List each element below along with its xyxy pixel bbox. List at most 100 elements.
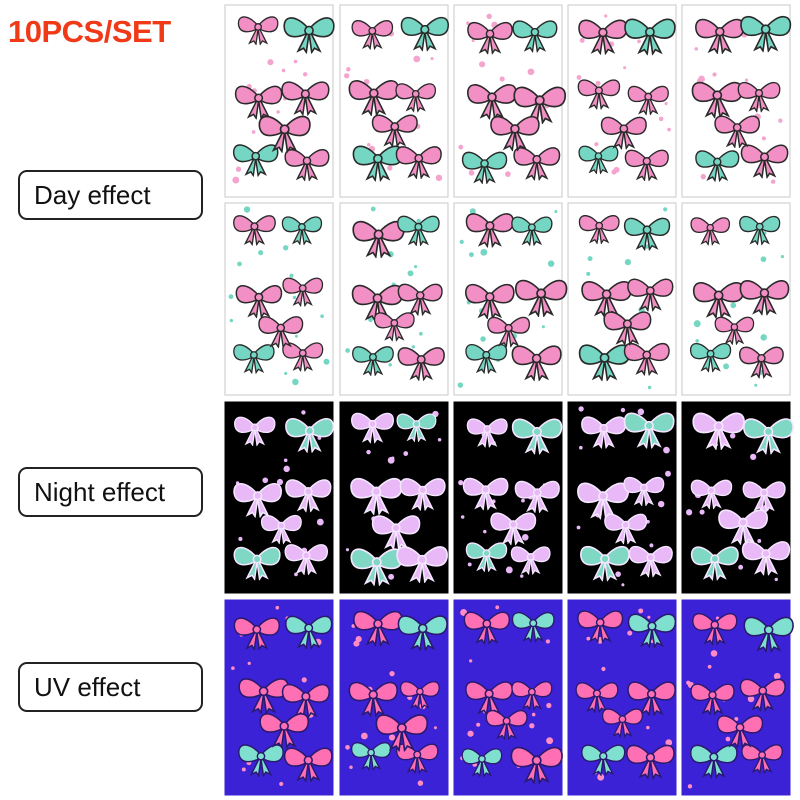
tattoo-sheet bbox=[224, 401, 335, 594]
dot bbox=[663, 207, 668, 212]
dot bbox=[647, 615, 651, 619]
dot bbox=[710, 650, 718, 657]
dot bbox=[414, 265, 418, 269]
dot bbox=[292, 378, 299, 386]
dot bbox=[476, 722, 481, 727]
tattoo-sheet bbox=[453, 202, 568, 396]
dot bbox=[284, 371, 288, 375]
dot bbox=[646, 725, 650, 730]
dot bbox=[258, 250, 264, 256]
dot bbox=[647, 385, 652, 390]
dot bbox=[774, 577, 778, 582]
dot bbox=[289, 273, 294, 278]
dot bbox=[695, 339, 699, 343]
tattoo-sheet bbox=[681, 599, 794, 796]
dot bbox=[418, 331, 423, 336]
dot bbox=[370, 206, 376, 212]
dot bbox=[232, 176, 240, 184]
dot bbox=[368, 317, 373, 323]
dot bbox=[345, 744, 350, 750]
dot bbox=[747, 695, 755, 703]
dot bbox=[430, 57, 434, 61]
dot bbox=[435, 174, 443, 182]
dot bbox=[730, 302, 737, 309]
dot bbox=[345, 348, 350, 353]
dot bbox=[301, 410, 306, 415]
dot bbox=[778, 118, 783, 123]
tattoo-sheet bbox=[339, 4, 449, 198]
dot bbox=[366, 142, 371, 147]
dot bbox=[527, 68, 535, 76]
dot bbox=[760, 334, 767, 341]
dot bbox=[349, 765, 353, 769]
dot bbox=[699, 509, 705, 515]
dot bbox=[320, 314, 324, 318]
dot bbox=[388, 363, 392, 367]
tattoo-sheet bbox=[567, 401, 677, 594]
tattoo-sheet bbox=[339, 401, 449, 594]
dot bbox=[529, 723, 535, 729]
dot bbox=[241, 767, 246, 772]
dot bbox=[495, 605, 500, 610]
dot bbox=[238, 536, 243, 542]
dot bbox=[638, 608, 644, 614]
dot bbox=[458, 144, 464, 150]
tattoo-sheet bbox=[224, 4, 335, 198]
tattoo-sheet bbox=[567, 4, 677, 198]
tattoo-sheet bbox=[339, 599, 449, 796]
dot bbox=[294, 334, 298, 338]
dot bbox=[637, 39, 641, 44]
dot bbox=[346, 67, 351, 72]
dot bbox=[586, 636, 591, 641]
dot bbox=[744, 78, 749, 82]
dot bbox=[388, 573, 395, 580]
dot bbox=[620, 407, 626, 413]
dot bbox=[627, 630, 633, 636]
dot bbox=[698, 75, 705, 83]
dot bbox=[293, 59, 298, 64]
dot bbox=[505, 171, 511, 178]
dot bbox=[734, 717, 739, 721]
dot bbox=[361, 732, 368, 740]
dot bbox=[486, 13, 492, 20]
dot bbox=[738, 564, 744, 570]
dot bbox=[243, 206, 251, 213]
dot bbox=[413, 55, 421, 63]
dot bbox=[693, 320, 701, 328]
dot bbox=[433, 726, 437, 730]
dot bbox=[388, 734, 396, 741]
dot bbox=[302, 72, 308, 77]
dot bbox=[344, 73, 350, 79]
dot bbox=[262, 477, 269, 484]
dot bbox=[644, 244, 650, 249]
dot bbox=[554, 210, 558, 214]
tattoo-sheet bbox=[681, 202, 791, 396]
dot bbox=[520, 574, 524, 578]
dot bbox=[725, 736, 731, 742]
dot bbox=[637, 408, 645, 416]
dot bbox=[471, 39, 475, 43]
dot bbox=[586, 271, 591, 276]
dot bbox=[416, 218, 421, 224]
dot bbox=[316, 518, 324, 526]
dot bbox=[665, 470, 671, 477]
dot bbox=[460, 515, 465, 519]
dot bbox=[437, 438, 442, 442]
dot bbox=[754, 383, 758, 387]
tattoo-sheet bbox=[453, 599, 563, 796]
dot bbox=[521, 533, 529, 541]
dot bbox=[417, 780, 424, 786]
dot bbox=[712, 72, 717, 77]
dot bbox=[597, 773, 605, 781]
dot bbox=[623, 66, 627, 70]
dot bbox=[611, 169, 617, 175]
dot bbox=[276, 110, 280, 114]
dot bbox=[521, 498, 525, 503]
tattoo-sheet bbox=[453, 4, 567, 198]
dot bbox=[345, 548, 350, 552]
dot bbox=[604, 14, 608, 18]
dot bbox=[750, 453, 757, 460]
dot bbox=[292, 295, 297, 300]
